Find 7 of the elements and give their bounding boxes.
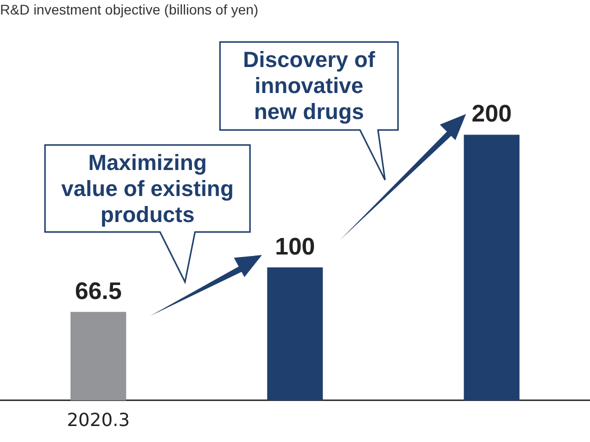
data-label: 200: [472, 100, 512, 128]
text: Discovery of innovative new drugs: [242, 46, 376, 126]
data-label: 100: [274, 233, 316, 260]
data-label: 66.5: [74, 278, 122, 305]
chart-title: R&D investment objective (billions of yen): [0, 1, 258, 18]
annotation: Maximizing value of existing products: [60, 148, 235, 229]
x-tick-label: 2020.3: [66, 410, 130, 431]
